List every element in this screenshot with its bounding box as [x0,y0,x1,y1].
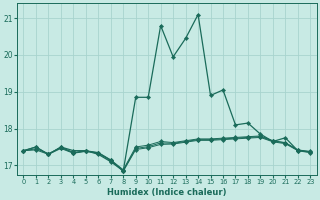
X-axis label: Humidex (Indice chaleur): Humidex (Indice chaleur) [107,188,227,197]
